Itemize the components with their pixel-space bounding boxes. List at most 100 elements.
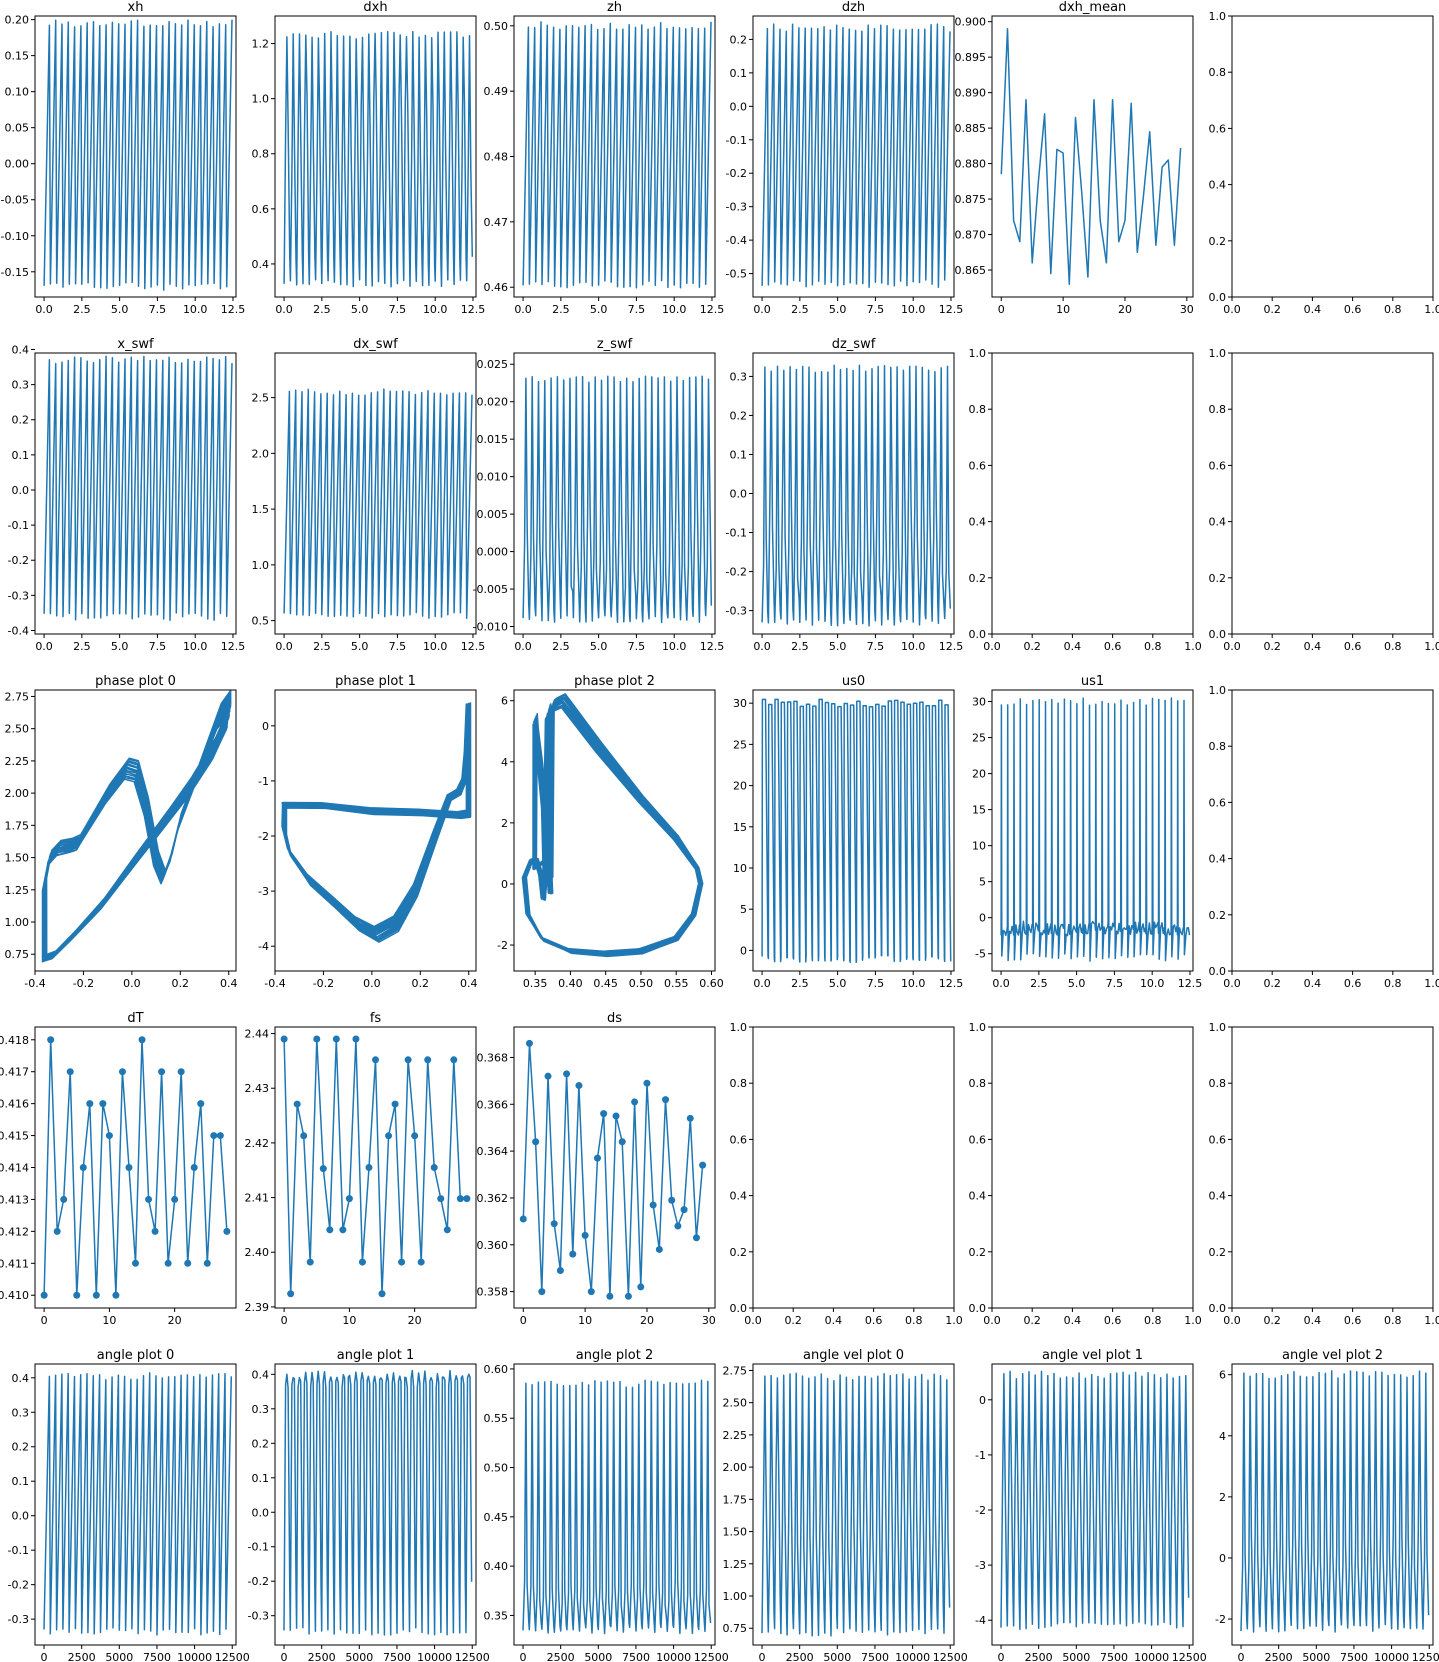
y-tick-label: 0.015 xyxy=(477,433,509,446)
x-tick-label: 0.0 xyxy=(983,1314,1001,1327)
x-tick-label: 10.0 xyxy=(1140,977,1165,990)
x-tick-label: 1.0 xyxy=(945,1314,963,1327)
x-tick-label: 0.0 xyxy=(1223,1314,1241,1327)
x-tick-label: 0 xyxy=(41,1314,48,1327)
data-point xyxy=(544,1072,552,1080)
subplot-x_swf: x_swf 0.0 2.5 5.0 7.5 10.0 12.5 -0.4 -0.3 -0.2 -0.… xyxy=(8,337,246,653)
axes-frame xyxy=(274,15,477,298)
y-tick-label: 0.880 xyxy=(955,158,987,171)
data-point xyxy=(306,1258,314,1266)
y-tick-label: -0.3 xyxy=(8,589,29,602)
x-tick-label: 0.4 xyxy=(825,1314,843,1327)
y-tick-label: 0.895 xyxy=(955,51,987,64)
axes-frame xyxy=(274,689,477,972)
plot-area xyxy=(1000,697,1191,962)
y-tick-label: -0.2 xyxy=(8,1579,29,1592)
y-tick-label: 0.6 xyxy=(969,1133,987,1146)
x-tick-label: 12.5 xyxy=(221,303,246,316)
y-tick-label: 1.0 xyxy=(1209,347,1227,360)
x-tick-label: 0.35 xyxy=(523,977,548,990)
y-tick-label: 1.75 xyxy=(723,1493,748,1506)
y-tick-label: 0.411 xyxy=(0,1257,29,1270)
axes-frame xyxy=(1231,352,1434,635)
y-tick-label: 0.1 xyxy=(252,1472,270,1485)
y-tick-label: 20 xyxy=(972,768,986,781)
y-tick-label: 0.8 xyxy=(1209,1077,1227,1090)
x-tick-label: 12500 xyxy=(215,1651,250,1662)
x-tick-label: 5.0 xyxy=(590,303,608,316)
data-point xyxy=(99,1100,107,1108)
y-tick-label: 1.0 xyxy=(969,1021,987,1034)
y-tick-label: 0.413 xyxy=(0,1193,29,1206)
subplot-empty-17: 0.0 0.2 0.4 0.6 0.8 1.0 0.0 0.2 0.4 0.6 0.8 1.0 xyxy=(1209,684,1439,990)
data-point xyxy=(60,1195,68,1203)
subplot-dx_swf: dx_swf 0.0 2.5 5.0 7.5 10.0 12.5 0.5 1.0 1.5 2.0 2.… xyxy=(252,337,486,653)
plot-area xyxy=(1000,28,1182,285)
y-tick-label: -0.3 xyxy=(8,1613,29,1626)
y-tick-label: -0.10 xyxy=(1,230,29,243)
data-point xyxy=(171,1195,179,1203)
axes-frame xyxy=(34,15,237,298)
y-tick-label: 0.75 xyxy=(723,1622,748,1635)
y-tick-label: 0.2 xyxy=(1209,909,1227,922)
x-tick-label: 10.0 xyxy=(423,303,448,316)
x-tick-label: 20 xyxy=(1118,303,1132,316)
x-tick-label: 0 xyxy=(520,1314,527,1327)
subplot-angle-plot-2: angle plot 2 0 2500 5000 7500 10000 12500 0.35 0… xyxy=(484,1348,729,1662)
y-tick-label: 0.358 xyxy=(477,1286,509,1299)
x-tick-label: 0.4 xyxy=(1304,303,1322,316)
y-tick-label: -0.1 xyxy=(8,519,29,532)
y-tick-label: 2.00 xyxy=(5,787,30,800)
x-tick-label: 0.0 xyxy=(514,640,532,653)
x-tick-label: 2500 xyxy=(786,1651,814,1662)
y-tick-label: 0.1 xyxy=(730,448,748,461)
subplot-angle-vel-plot-0: angle vel plot 0 0 2500 5000 7500 10000 12500 0… xyxy=(723,1348,968,1662)
x-tick-label: 10.0 xyxy=(901,640,926,653)
axes-frame xyxy=(752,15,955,298)
y-tick-label: 0.4 xyxy=(1209,516,1227,529)
x-tick-label: 0.0 xyxy=(35,303,53,316)
x-tick-label: 2.5 xyxy=(552,640,570,653)
y-tick-label: -2 xyxy=(497,939,508,952)
x-tick-label: 0.8 xyxy=(1384,1314,1402,1327)
subplot-title: ds xyxy=(607,1011,622,1026)
axes-frame xyxy=(34,352,237,635)
x-tick-label: 0.8 xyxy=(1144,640,1162,653)
x-tick-label: 12.5 xyxy=(939,303,964,316)
data-point xyxy=(177,1068,185,1076)
data-point xyxy=(287,1290,295,1298)
x-tick-label: 2.5 xyxy=(791,640,809,653)
y-tick-label: 0.890 xyxy=(955,87,987,100)
plot-area xyxy=(43,1372,233,1636)
data-point xyxy=(532,1138,540,1146)
subplot-title: xh xyxy=(128,0,144,15)
y-tick-label: 0 xyxy=(1219,1552,1226,1565)
subplot-title: angle plot 1 xyxy=(337,1348,415,1363)
y-tick-label: -2 xyxy=(975,1504,986,1517)
y-tick-label: 1.50 xyxy=(723,1526,748,1539)
y-tick-label: -5 xyxy=(975,948,986,961)
y-tick-label: 1.50 xyxy=(5,852,30,865)
y-tick-label: 0.0 xyxy=(1209,628,1227,641)
data-point xyxy=(319,1165,327,1173)
y-tick-label: 0.47 xyxy=(484,216,509,229)
axes-frame xyxy=(991,1363,1194,1646)
x-tick-label: 12.5 xyxy=(461,303,486,316)
x-tick-label: 2.5 xyxy=(73,640,91,653)
subplot-title: zh xyxy=(607,0,622,15)
subplot-title: dxh_mean xyxy=(1059,0,1127,15)
x-tick-label: 0.0 xyxy=(275,640,293,653)
subplot-dxh: dxh 0.0 2.5 5.0 7.5 10.0 12.5 0.4 0.6 0.8 1.0 1.2 xyxy=(252,0,486,316)
data-point xyxy=(618,1138,626,1146)
data-point xyxy=(569,1250,577,1258)
x-tick-label: 0.0 xyxy=(363,977,381,990)
x-tick-label: 20 xyxy=(640,1314,654,1327)
plot-area xyxy=(1000,1370,1190,1631)
y-tick-label: 0 xyxy=(979,912,986,925)
plot-area xyxy=(41,690,232,963)
y-tick-label: 0.3 xyxy=(12,379,30,392)
axes-frame xyxy=(752,689,955,972)
data-point xyxy=(637,1283,645,1291)
data-point xyxy=(404,1056,412,1064)
y-tick-label: 0.2 xyxy=(1209,572,1227,585)
